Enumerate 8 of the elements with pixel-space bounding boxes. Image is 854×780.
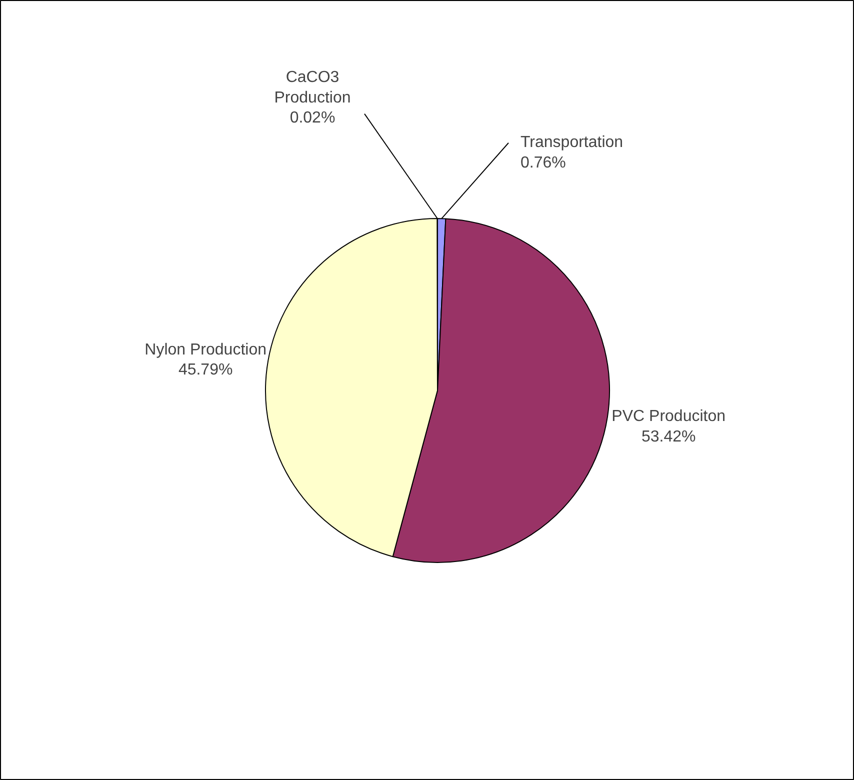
data-label: 0.76% [520, 154, 566, 172]
data-label: 0.02% [290, 110, 336, 127]
slice-label: Transportation [520, 134, 624, 152]
data-label: 53.42% [641, 428, 696, 446]
data-label: 45.79% [178, 362, 233, 379]
slice-label: PVC Produciton [612, 408, 726, 425]
slice-label: CaCO3 Production [274, 68, 351, 106]
slice-label: Nylon Production [144, 341, 266, 358]
